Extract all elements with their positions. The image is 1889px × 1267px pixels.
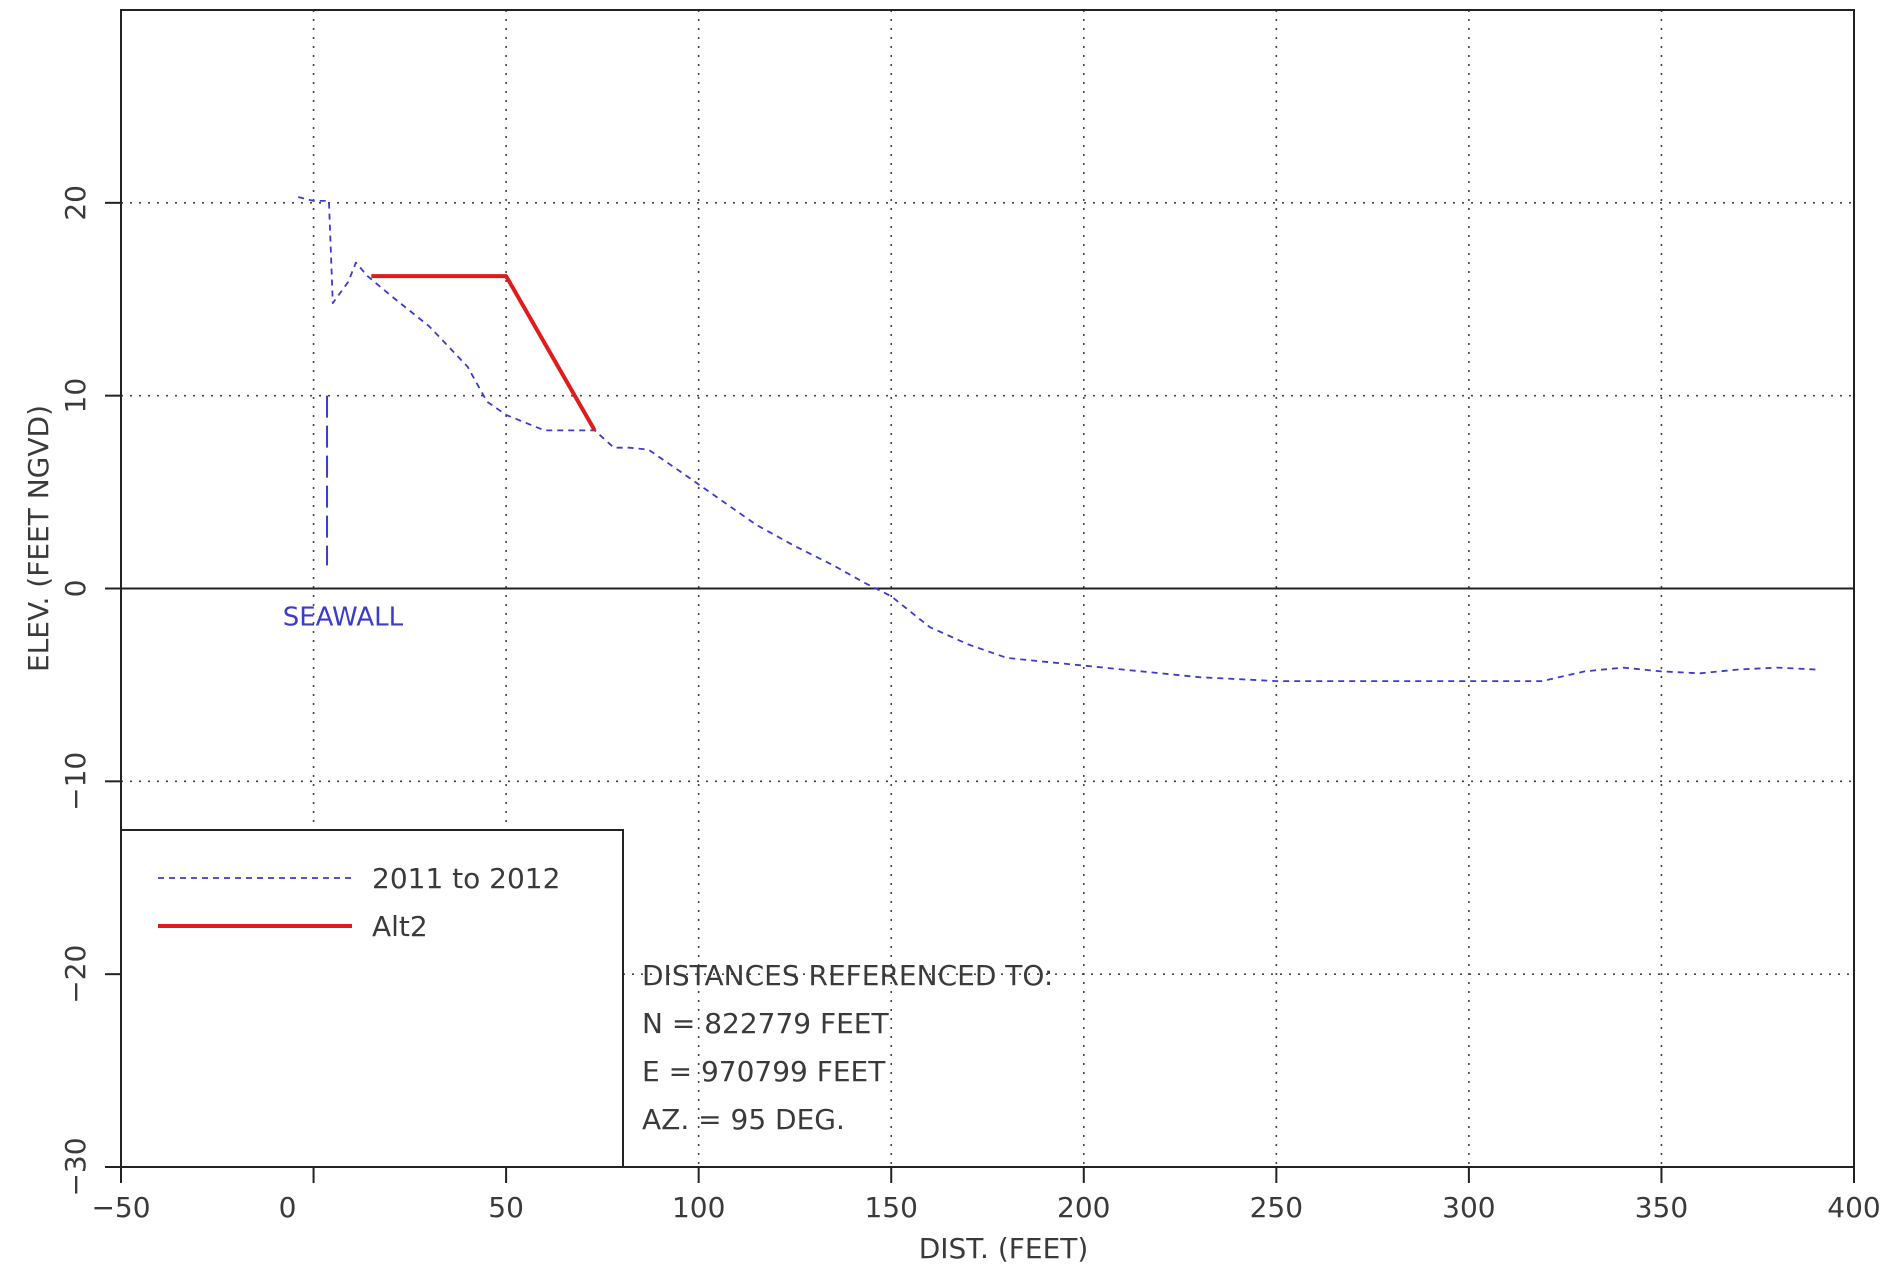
y-tick-label: −20	[59, 945, 92, 1004]
y-tick-label: 20	[59, 185, 92, 221]
x-tick-label: 350	[1635, 1191, 1688, 1224]
legend-label: 2011 to 2012	[372, 862, 560, 895]
x-tick-label: 150	[864, 1191, 917, 1224]
x-tick-label: 300	[1442, 1191, 1495, 1224]
series-lines	[297, 196, 1816, 682]
y-tick-label: 10	[59, 378, 92, 414]
reference-note: DISTANCES REFERENCED TO: N = 822779 FEET E…	[642, 959, 1053, 1136]
series-line-2011-2012	[297, 196, 1816, 682]
y-tick-label: −10	[59, 752, 92, 811]
legend: 2011 to 2012 Alt2	[120, 829, 624, 1168]
legend-label: Alt2	[372, 910, 428, 943]
annotations: SEAWALL	[283, 603, 404, 633]
x-tick-label: 250	[1250, 1191, 1303, 1224]
reference-line: E = 970799 FEET	[642, 1055, 886, 1088]
axes	[105, 9, 1855, 1183]
x-tick-label: 100	[672, 1191, 725, 1224]
reference-line: N = 822779 FEET	[642, 1007, 889, 1040]
x-axis-label: DIST. (FEET)	[919, 1232, 1089, 1265]
reference-line: DISTANCES REFERENCED TO:	[642, 959, 1053, 992]
series-line-alt2	[371, 274, 597, 432]
seawall-annotation: SEAWALL	[283, 603, 404, 633]
y-tick-label: −30	[59, 1137, 92, 1196]
x-tick-label: 200	[1057, 1191, 1110, 1224]
tick-labels: −50 0 50 100 150 200 250 300 350 400 −30 −20 −10 0 10 2…	[59, 185, 1881, 1224]
x-tick-label: 0	[279, 1191, 297, 1224]
x-tick-label: 400	[1827, 1191, 1880, 1224]
reference-line: AZ. = 95 DEG.	[642, 1103, 845, 1136]
y-axis-label: ELEV. (FEET NGVD)	[22, 405, 55, 672]
y-tick-label: 0	[59, 580, 92, 598]
grid-lines	[121, 10, 1854, 1168]
x-tick-label: −50	[91, 1191, 150, 1224]
x-tick-label: 50	[488, 1191, 524, 1224]
legend-box	[120, 829, 624, 1168]
